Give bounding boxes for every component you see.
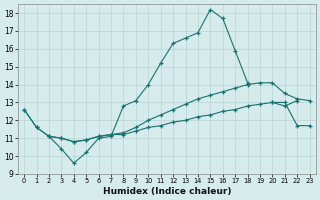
X-axis label: Humidex (Indice chaleur): Humidex (Indice chaleur) xyxy=(103,187,231,196)
